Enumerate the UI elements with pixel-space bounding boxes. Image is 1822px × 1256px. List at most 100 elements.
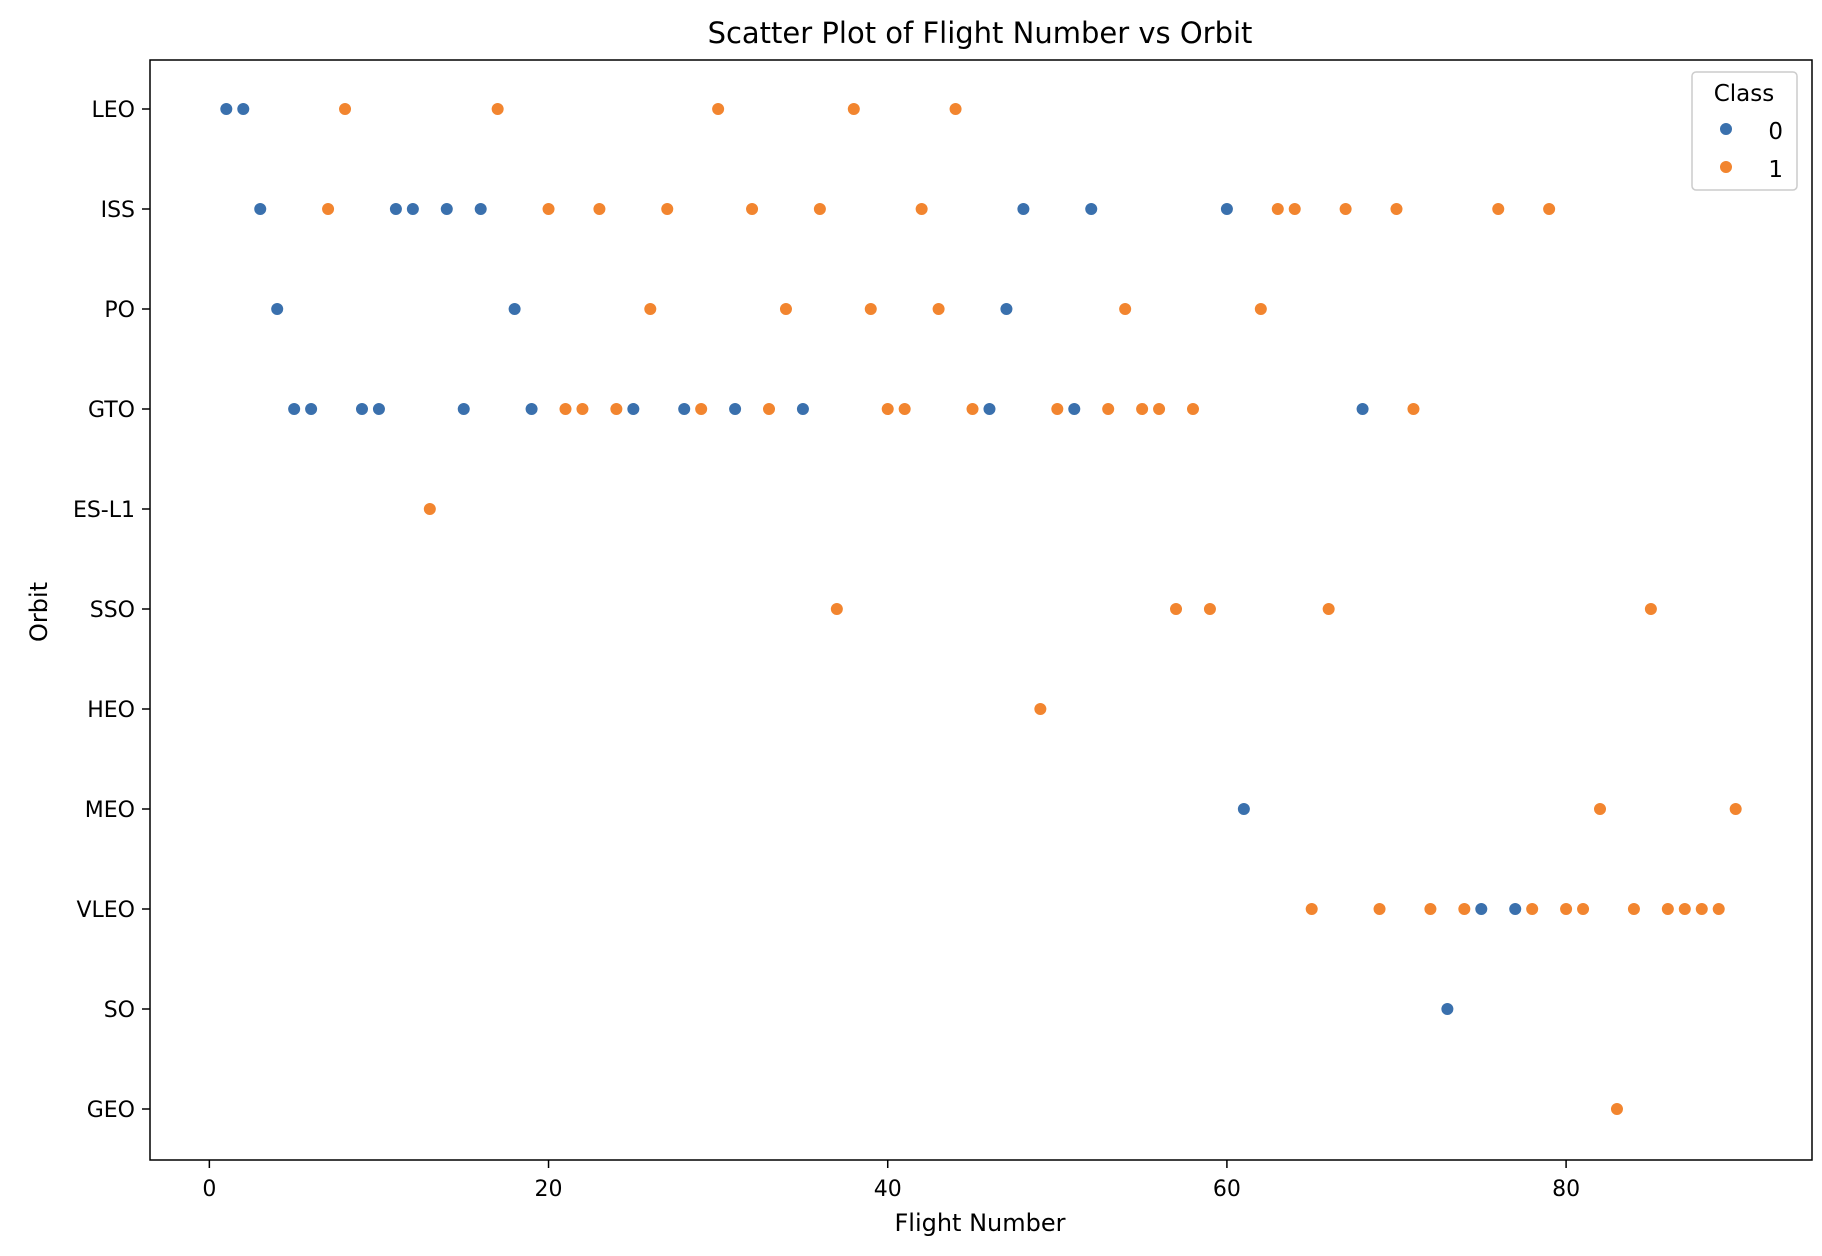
- data-point-class-1: [931, 302, 946, 316]
- data-point-class-1: [1287, 202, 1302, 216]
- data-point-class-1: [1728, 802, 1743, 816]
- data-point-class-1: [914, 202, 929, 216]
- data-point-class-0: [270, 302, 285, 316]
- data-point-class-0: [287, 402, 302, 416]
- data-point-class-0: [304, 402, 319, 416]
- data-point-class-0: [1355, 402, 1370, 416]
- legend-marker-class-0: [1719, 122, 1733, 136]
- legend-marker-class-1: [1719, 160, 1733, 174]
- y-axis-title: Orbit: [25, 582, 53, 642]
- data-point-class-0: [1236, 802, 1251, 816]
- x-tick-label: 0: [202, 1177, 216, 1202]
- legend-title: Class: [1714, 81, 1775, 107]
- data-point-class-1: [1677, 902, 1692, 916]
- x-axis-title: Flight Number: [894, 1209, 1065, 1237]
- data-point-class-1: [948, 102, 963, 116]
- data-point-class-1: [778, 302, 793, 316]
- data-point-class-0: [388, 202, 403, 216]
- data-point-class-0: [999, 302, 1014, 316]
- data-point-class-1: [1270, 202, 1285, 216]
- data-point-class-1: [880, 402, 895, 416]
- data-point-class-1: [1576, 902, 1591, 916]
- data-point-class-1: [812, 202, 827, 216]
- data-point-class-1: [1152, 402, 1167, 416]
- y-tick-label: ES-L1: [73, 498, 135, 523]
- y-tick-label: GTO: [88, 398, 135, 423]
- y-tick-label: ISS: [101, 198, 135, 223]
- data-point-class-0: [371, 402, 386, 416]
- data-point-class-1: [1711, 902, 1726, 916]
- x-tick-label: 40: [874, 1177, 902, 1202]
- data-point-class-1: [1033, 702, 1048, 716]
- y-tick-label: GEO: [87, 1098, 135, 1123]
- data-point-class-1: [762, 402, 777, 416]
- data-point-class-0: [677, 402, 692, 416]
- data-point-class-1: [965, 402, 980, 416]
- data-point-class-1: [643, 302, 658, 316]
- x-tick-label: 60: [1213, 1177, 1241, 1202]
- data-point-class-1: [541, 202, 556, 216]
- data-point-class-1: [338, 102, 353, 116]
- legend-label-class-1: 1: [1768, 157, 1783, 183]
- data-point-class-1: [1321, 602, 1336, 616]
- data-point-class-1: [1389, 202, 1404, 216]
- y-tick-label: VLEO: [76, 898, 135, 923]
- chart-title: Scatter Plot of Flight Number vs Orbit: [708, 16, 1253, 50]
- data-point-class-1: [1457, 902, 1472, 916]
- data-point-class-1: [1338, 202, 1353, 216]
- data-point-class-1: [575, 402, 590, 416]
- data-point-class-1: [1423, 902, 1438, 916]
- data-point-class-1: [1135, 402, 1150, 416]
- data-point-class-0: [1219, 202, 1234, 216]
- data-point-class-0: [253, 202, 268, 216]
- data-point-class-1: [558, 402, 573, 416]
- data-point-class-1: [1185, 402, 1200, 416]
- data-point-class-1: [1118, 302, 1133, 316]
- x-axis: 0 20 40 60 80: [202, 1160, 1580, 1202]
- data-point-class-0: [405, 202, 420, 216]
- data-point-class-1: [321, 202, 336, 216]
- data-point-class-1: [1202, 602, 1217, 616]
- data-point-class-0: [982, 402, 997, 416]
- x-tick-label: 80: [1552, 1177, 1580, 1202]
- data-point-class-1: [592, 202, 607, 216]
- data-point-class-0: [473, 202, 488, 216]
- data-point-class-1: [1694, 902, 1709, 916]
- y-tick-label: HEO: [87, 698, 135, 723]
- data-point-class-1: [1101, 402, 1116, 416]
- data-point-class-0: [507, 302, 522, 316]
- data-point-class-1: [1406, 402, 1421, 416]
- data-point-class-0: [1016, 202, 1031, 216]
- data-point-class-1: [711, 102, 726, 116]
- y-tick-label: SO: [104, 998, 135, 1023]
- data-point-class-0: [439, 202, 454, 216]
- data-point-class-0: [219, 102, 234, 116]
- data-point-class-1: [1169, 602, 1184, 616]
- y-axis: LEO ISS PO GTO ES-L1 SSO HEO MEO VLEO SO GEO: [73, 98, 150, 1123]
- data-point-class-1: [609, 402, 624, 416]
- data-point-class-1: [846, 102, 861, 116]
- data-point-class-1: [745, 202, 760, 216]
- data-point-class-1: [1050, 402, 1065, 416]
- y-tick-label: PO: [104, 298, 135, 323]
- plot-area-frame: [149, 59, 1813, 1161]
- data-point-class-0: [354, 402, 369, 416]
- data-points: [219, 102, 1743, 1116]
- data-point-class-0: [795, 402, 810, 416]
- data-point-class-0: [1440, 1002, 1455, 1016]
- legend-label-class-0: 0: [1768, 119, 1783, 145]
- data-point-class-1: [1660, 902, 1675, 916]
- data-point-class-1: [897, 402, 912, 416]
- data-point-class-1: [829, 602, 844, 616]
- data-point-class-1: [1593, 802, 1608, 816]
- data-point-class-0: [728, 402, 743, 416]
- data-point-class-1: [1643, 602, 1658, 616]
- data-point-class-0: [1474, 902, 1489, 916]
- x-tick-label: 20: [535, 1177, 563, 1202]
- data-point-class-0: [524, 402, 539, 416]
- data-point-class-1: [1304, 902, 1319, 916]
- data-point-class-1: [490, 102, 505, 116]
- data-point-class-0: [626, 402, 641, 416]
- y-tick-label: MEO: [85, 798, 135, 823]
